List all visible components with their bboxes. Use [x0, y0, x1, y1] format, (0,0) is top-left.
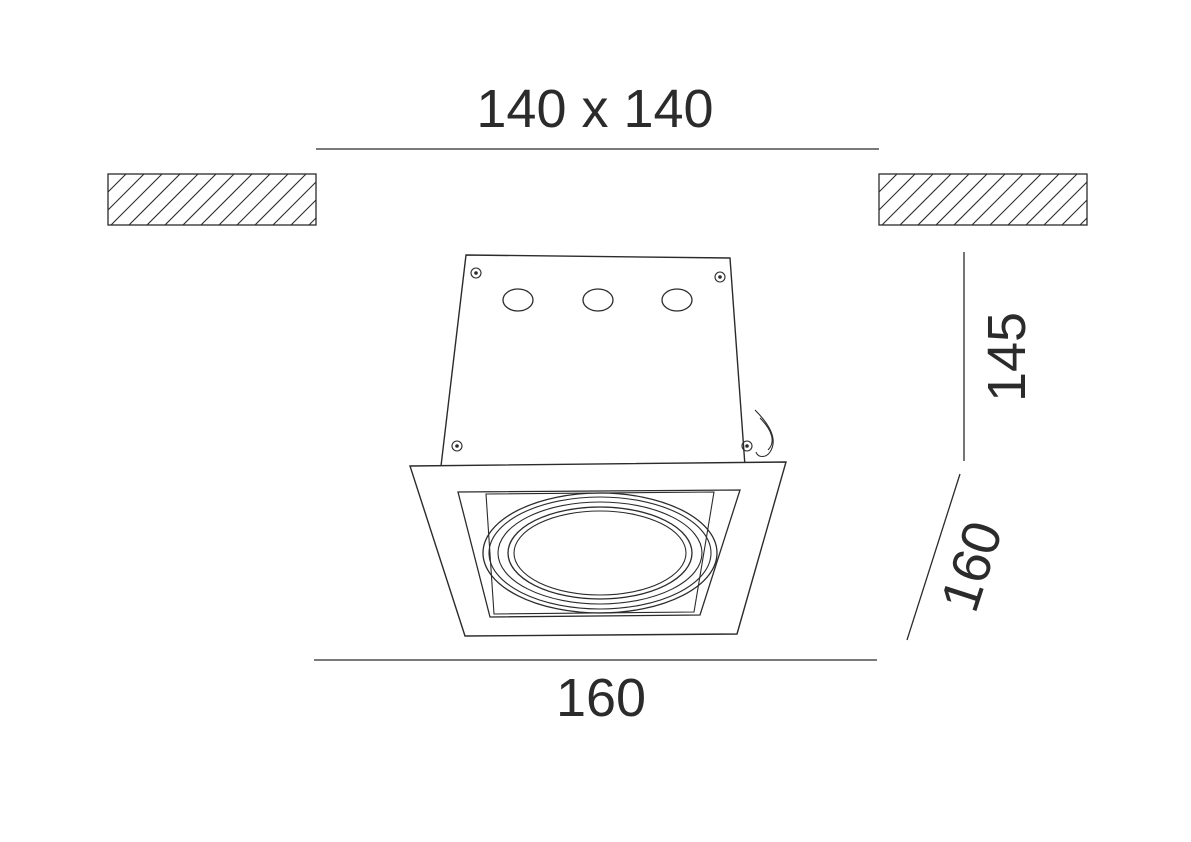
- hatch-line: [108, 174, 109, 175]
- hatch-line: [1061, 199, 1087, 225]
- hatch-line: [971, 174, 1024, 225]
- hatch-line: [236, 174, 289, 225]
- hatch-line: [345, 174, 396, 225]
- height-dimension-label: 145: [977, 312, 1037, 402]
- knockout-hole: [661, 288, 693, 312]
- luminaire-housing: [440, 254, 774, 467]
- hatch-line: [935, 174, 988, 225]
- hatch-line: [128, 174, 181, 225]
- screw-icon: [741, 440, 753, 452]
- hatch-line: [327, 174, 378, 225]
- cutout-dimension-label: 140 x 140: [476, 79, 713, 139]
- hatch-line: [1079, 217, 1087, 225]
- hatch-line: [899, 174, 952, 225]
- hatch-line: [879, 174, 916, 211]
- hatch-line: [1007, 174, 1060, 225]
- screw-icon: [714, 271, 726, 283]
- screw-icon: [470, 267, 482, 279]
- hatch-line: [879, 174, 898, 193]
- hatch-line: [108, 174, 127, 193]
- hatch-line: [363, 174, 414, 225]
- hatch-line: [108, 174, 145, 211]
- hatch-line: [182, 174, 235, 225]
- ceiling-section-left: [107, 173, 414, 226]
- luminaire-frame: [409, 461, 787, 637]
- knockout-hole: [502, 288, 534, 312]
- hatch-line: [989, 174, 1042, 225]
- depth-dimension-line: [906, 473, 961, 641]
- hatch-line: [879, 174, 880, 175]
- hatch-line: [1025, 174, 1078, 225]
- hatch-line: [1134, 174, 1185, 225]
- hatch-line: [200, 174, 253, 225]
- hatch-line: [1116, 174, 1167, 225]
- ceiling-section-right: [878, 173, 1185, 226]
- hatch-line: [1098, 174, 1149, 225]
- hatch-line: [290, 199, 316, 225]
- hatch-line: [254, 174, 307, 225]
- hatch-line: [218, 174, 271, 225]
- hatch-line: [110, 174, 163, 225]
- hatch-line: [953, 174, 1006, 225]
- hatch-line: [881, 174, 934, 225]
- hatch-line: [917, 174, 970, 225]
- screw-icon: [451, 440, 463, 452]
- hatch-line: [146, 174, 199, 225]
- knockout-hole: [582, 288, 614, 312]
- hatch-line: [164, 174, 217, 225]
- width-dimension-label: 160: [556, 668, 646, 728]
